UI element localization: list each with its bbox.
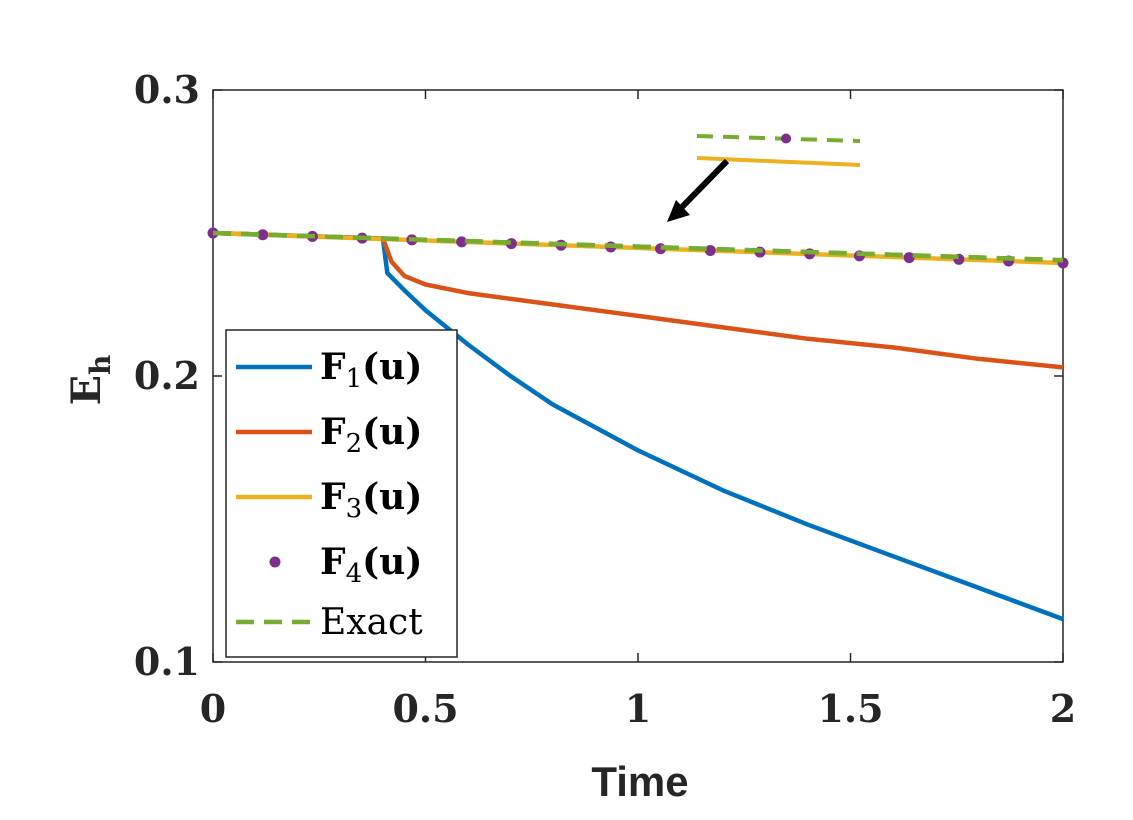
inset-f4-marker (781, 133, 791, 144)
series-line-2 (212, 230, 1064, 370)
x-tick-label: 2 (1050, 686, 1076, 731)
x-tick-label: 1 (625, 686, 651, 731)
x-axis-label: Time (591, 758, 688, 805)
series-4-marker (456, 236, 468, 248)
axes-layer: 0 0.5 1 1.5 2 0.1 0.2 0.3 (134, 67, 1076, 731)
series-line-1 (212, 230, 1064, 622)
series-4-marker (257, 229, 269, 241)
inset-arrow-head (667, 200, 690, 222)
series-line-exact-top (212, 230, 1064, 263)
series-layer (207, 227, 1069, 622)
legend-label-2: F2(u) (320, 411, 422, 459)
legend-label-3: F3(u) (320, 476, 422, 524)
legend-label-1: F1(u) (320, 346, 422, 394)
y-tick-label: 0.2 (134, 353, 200, 398)
legend-label-5: Exact (320, 602, 423, 643)
x-tick-label: 1.5 (817, 686, 883, 731)
y-axis-label: Eh (63, 355, 117, 406)
inset-exact-line (696, 134, 861, 143)
series-4-marker (903, 252, 915, 264)
x-tick-label: 0 (200, 686, 226, 731)
legend-label-4: F4(u) (320, 541, 422, 589)
legend-swatch-4 (269, 556, 281, 568)
svg-text:Eh: Eh (63, 355, 117, 406)
y-axis-label-main: E (63, 375, 110, 406)
y-tick-label: 0.1 (134, 639, 200, 684)
inset-f3-line (696, 156, 861, 167)
inset-arrow-shaft (679, 158, 730, 210)
zoom-inset (667, 133, 861, 222)
x-tick-label: 0.5 (392, 686, 458, 731)
legend-box (225, 329, 458, 658)
legend: F1(u) F2(u) F3(u) F4(u) Exact (225, 329, 458, 658)
y-tick-label: 0.3 (134, 67, 200, 112)
series-4-marker (704, 244, 716, 256)
y-axis-label-sub: h (84, 355, 117, 375)
